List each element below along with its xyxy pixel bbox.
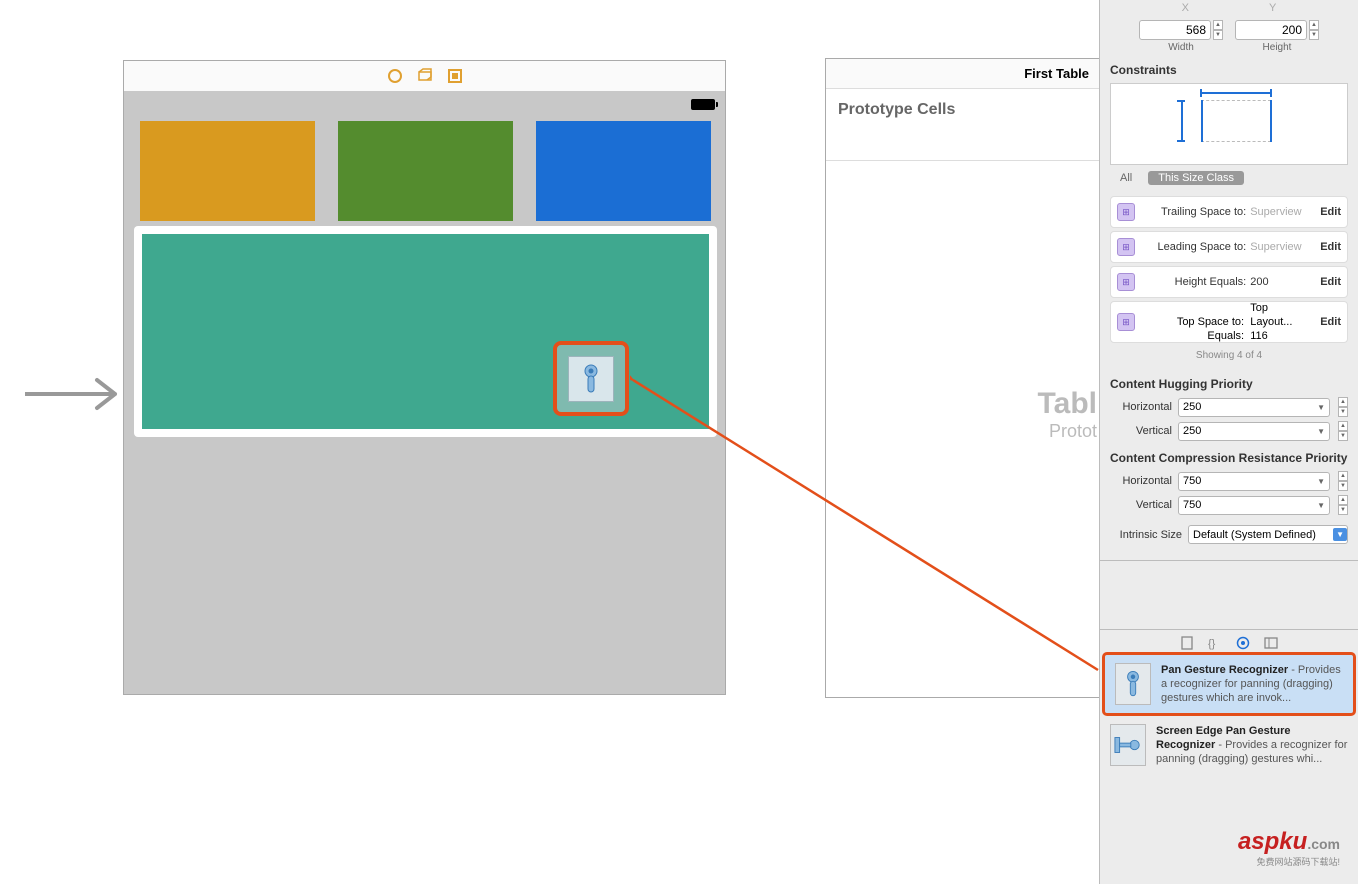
width-label: Width	[1168, 42, 1194, 53]
showing-count: Showing 4 of 4	[1100, 346, 1358, 369]
constraint-leading[interactable]: ⊞ Leading Space to: Superview Edit	[1110, 231, 1348, 263]
height-label: Height	[1263, 42, 1292, 53]
hugging-title: Content Hugging Priority	[1100, 369, 1358, 395]
toolbar-icon-2[interactable]	[417, 68, 433, 84]
canvas-toolbar	[124, 61, 725, 91]
constraint-icon: ⊞	[1117, 313, 1135, 331]
lib-tab-objects-icon[interactable]	[1236, 636, 1250, 650]
edit-button[interactable]: Edit	[1320, 241, 1341, 253]
hugging-v-label: Vertical	[1110, 425, 1172, 437]
width-input[interactable]: 568	[1139, 20, 1211, 40]
edge-pan-gesture-library-item[interactable]: Screen Edge Pan Gesture Recognizer - Pro…	[1100, 716, 1358, 774]
hugging-v-select[interactable]: 250▼	[1178, 422, 1330, 441]
compression-h-stepper[interactable]: ▲▼	[1338, 471, 1348, 491]
prototype-cells-label: Prototype Cells	[826, 89, 1099, 161]
edit-button[interactable]: Edit	[1320, 276, 1341, 288]
constraint-trailing[interactable]: ⊞ Trailing Space to: Superview Edit	[1110, 196, 1348, 228]
interface-builder-canvas[interactable]	[123, 60, 726, 695]
constraint-icon: ⊞	[1117, 273, 1135, 291]
hugging-h-stepper[interactable]: ▲▼	[1338, 397, 1348, 417]
edge-pan-gesture-text: Screen Edge Pan Gesture Recognizer - Pro…	[1156, 724, 1348, 766]
gesture-drop-highlight	[553, 341, 629, 416]
hugging-h-label: Horizontal	[1110, 401, 1172, 413]
size-inspector: X Y 568 ▲▼ Width 200 ▲▼ Height Constrain…	[1099, 0, 1358, 884]
watermark-logo: aspku.com	[1238, 828, 1340, 856]
x-label: X	[1182, 2, 1189, 14]
battery-icon	[691, 99, 715, 110]
compression-v-select[interactable]: 750▼	[1178, 496, 1330, 515]
edit-button[interactable]: Edit	[1320, 206, 1341, 218]
watermark-sub: 免费网站源码下载站!	[1256, 855, 1340, 868]
pan-gesture-text: Pan Gesture Recognizer - Provides a reco…	[1161, 663, 1343, 705]
hugging-h-select[interactable]: 250▼	[1178, 398, 1330, 417]
intrinsic-label: Intrinsic Size	[1110, 529, 1182, 541]
toolbar-icon-3[interactable]	[447, 68, 463, 84]
intrinsic-select[interactable]: Default (System Defined)▼	[1188, 525, 1348, 544]
object-library: {} Pan Gesture Recognizer - Provides a r…	[1100, 629, 1358, 774]
selected-view-container[interactable]	[134, 226, 717, 437]
lib-tab-code-icon[interactable]: {}	[1208, 636, 1222, 650]
svg-text:{}: {}	[1208, 638, 1216, 650]
pan-gesture-icon	[568, 356, 614, 402]
table-header: First Table	[826, 59, 1099, 89]
table-view-canvas[interactable]: First Table Prototype Cells Tabl Protot	[825, 58, 1100, 698]
orange-view[interactable]	[140, 121, 315, 221]
height-input[interactable]: 200	[1235, 20, 1307, 40]
constraint-height[interactable]: ⊞ Height Equals: 200 Edit	[1110, 266, 1348, 298]
width-stepper[interactable]: ▲▼	[1213, 20, 1223, 40]
tab-size-class[interactable]: This Size Class	[1148, 171, 1244, 185]
toolbar-icon-1[interactable]	[387, 68, 403, 84]
pan-gesture-icon	[1115, 663, 1151, 705]
compression-h-select[interactable]: 750▼	[1178, 472, 1330, 491]
constraints-title: Constraints	[1100, 55, 1358, 81]
left-arrow-indicator	[25, 374, 125, 417]
edit-button[interactable]: Edit	[1320, 316, 1341, 328]
compression-v-stepper[interactable]: ▲▼	[1338, 495, 1348, 515]
pan-gesture-library-item[interactable]: Pan Gesture Recognizer - Provides a reco…	[1102, 652, 1356, 716]
compression-h-label: Horizontal	[1110, 475, 1172, 487]
constraint-top[interactable]: ⊞ Top Space to: Top Layout... Equals: 11…	[1110, 301, 1348, 343]
blue-view[interactable]	[536, 121, 711, 221]
compression-title: Content Compression Resistance Priority	[1100, 443, 1358, 469]
constraint-icon: ⊞	[1117, 238, 1135, 256]
lib-tab-file-icon[interactable]	[1180, 636, 1194, 650]
hugging-v-stepper[interactable]: ▲▼	[1338, 421, 1348, 441]
constraints-diagram[interactable]	[1110, 83, 1348, 165]
constraint-icon: ⊞	[1117, 203, 1135, 221]
library-tabs: {}	[1100, 630, 1358, 652]
compression-v-label: Vertical	[1110, 499, 1172, 511]
height-stepper[interactable]: ▲▼	[1309, 20, 1319, 40]
tab-all[interactable]: All	[1110, 171, 1142, 185]
canvas-watermark: Tabl Protot	[1038, 387, 1097, 442]
y-label: Y	[1269, 2, 1276, 14]
lib-tab-media-icon[interactable]	[1264, 636, 1278, 650]
edge-pan-gesture-icon	[1110, 724, 1146, 766]
green-view[interactable]	[338, 121, 513, 221]
